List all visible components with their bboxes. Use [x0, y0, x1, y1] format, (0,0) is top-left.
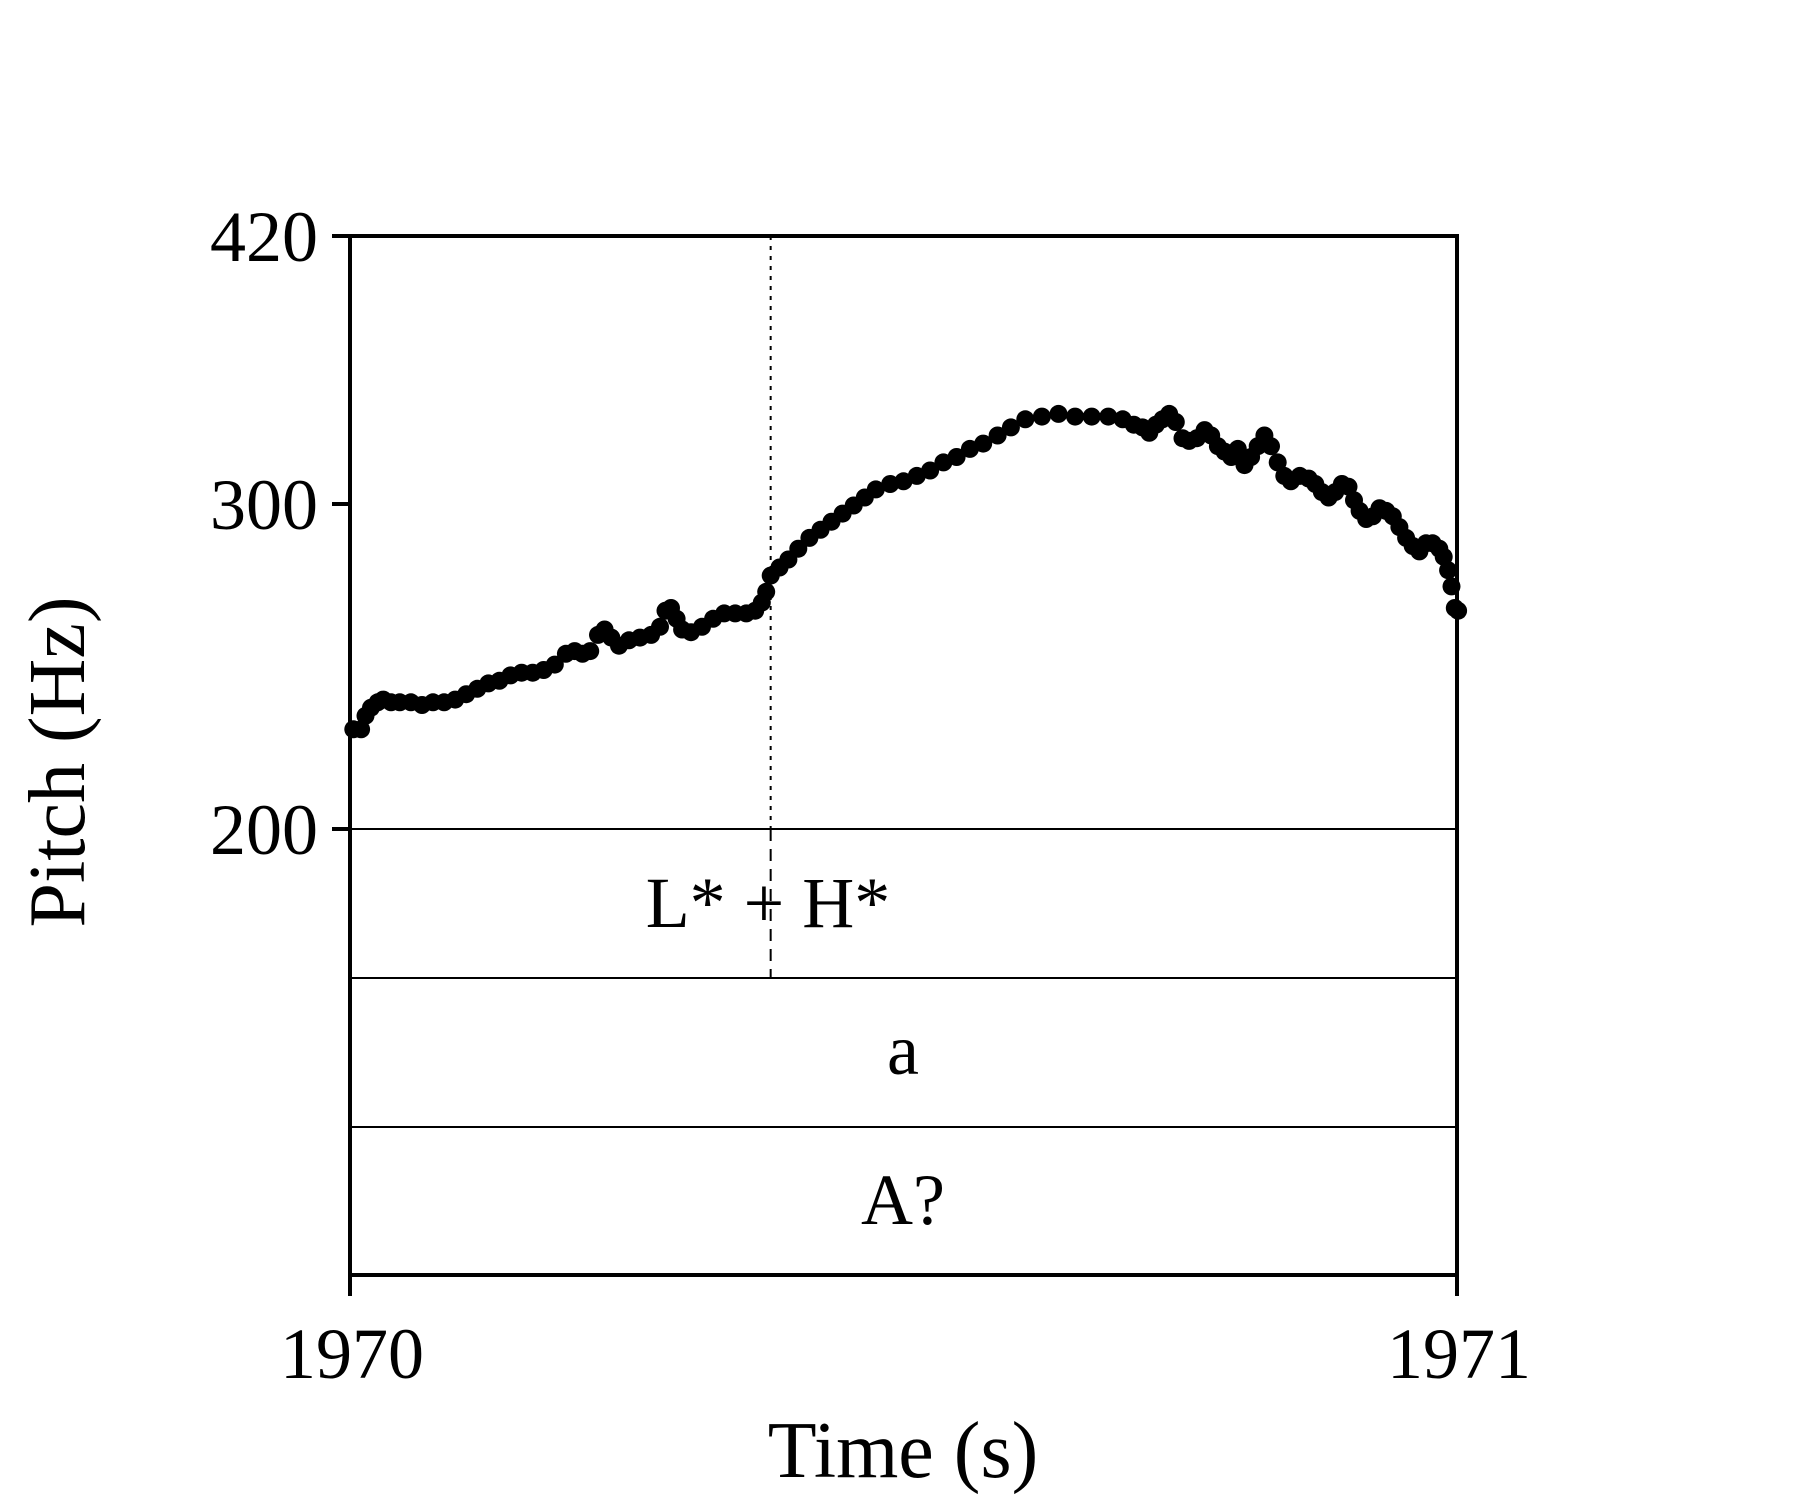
pitch-point-68: [1016, 410, 1035, 429]
pitch-point-46: [757, 582, 776, 601]
pitch-point-21: [545, 655, 564, 674]
y-axis-label: Pitch (Hz): [14, 596, 102, 927]
pitch-point-123: [1442, 577, 1461, 596]
pitch-point-125: [1449, 601, 1468, 620]
pitch-point-106: [1339, 477, 1358, 496]
pitch-point-122: [1439, 561, 1458, 580]
pitch-point-25: [581, 642, 600, 661]
tier-label-tone: L* + H*: [646, 863, 891, 943]
pitch-point-66: [988, 426, 1007, 445]
pitch-point-90: [1228, 439, 1247, 458]
pitch-point-57: [866, 480, 885, 499]
pitch-point-65: [974, 434, 993, 453]
y-tick-label-420: 420: [210, 197, 318, 277]
pitch-point-69: [1032, 407, 1051, 426]
y-tick-label-300: 300: [210, 465, 318, 545]
pitch-point-1: [352, 720, 371, 739]
pitch-point-72: [1082, 407, 1101, 426]
plot-frame: [348, 234, 1459, 1277]
pitch-point-50: [789, 539, 808, 558]
pitch-point-81: [1166, 413, 1185, 431]
pitch-point-61: [921, 461, 940, 480]
tier-label-segment: a: [887, 1010, 919, 1090]
pitch-point-96: [1268, 453, 1287, 472]
x-tick-label-1970: 1970: [280, 1314, 424, 1394]
pitch-point-67: [1001, 418, 1020, 437]
x-axis-label: Time (s): [768, 1407, 1038, 1495]
pitch-point-71: [1066, 407, 1085, 426]
pitch-point-33: [651, 617, 669, 636]
x-tick-label-1971: 1971: [1387, 1314, 1531, 1394]
pitch-points: [344, 404, 1468, 739]
pitch-point-73: [1099, 407, 1118, 426]
tier-label-word: A?: [861, 1160, 945, 1240]
pitch-point-70: [1049, 404, 1068, 423]
pitch-point-95: [1262, 437, 1280, 456]
y-tick-label-200: 200: [210, 790, 318, 870]
pitch-point-63: [947, 448, 966, 466]
